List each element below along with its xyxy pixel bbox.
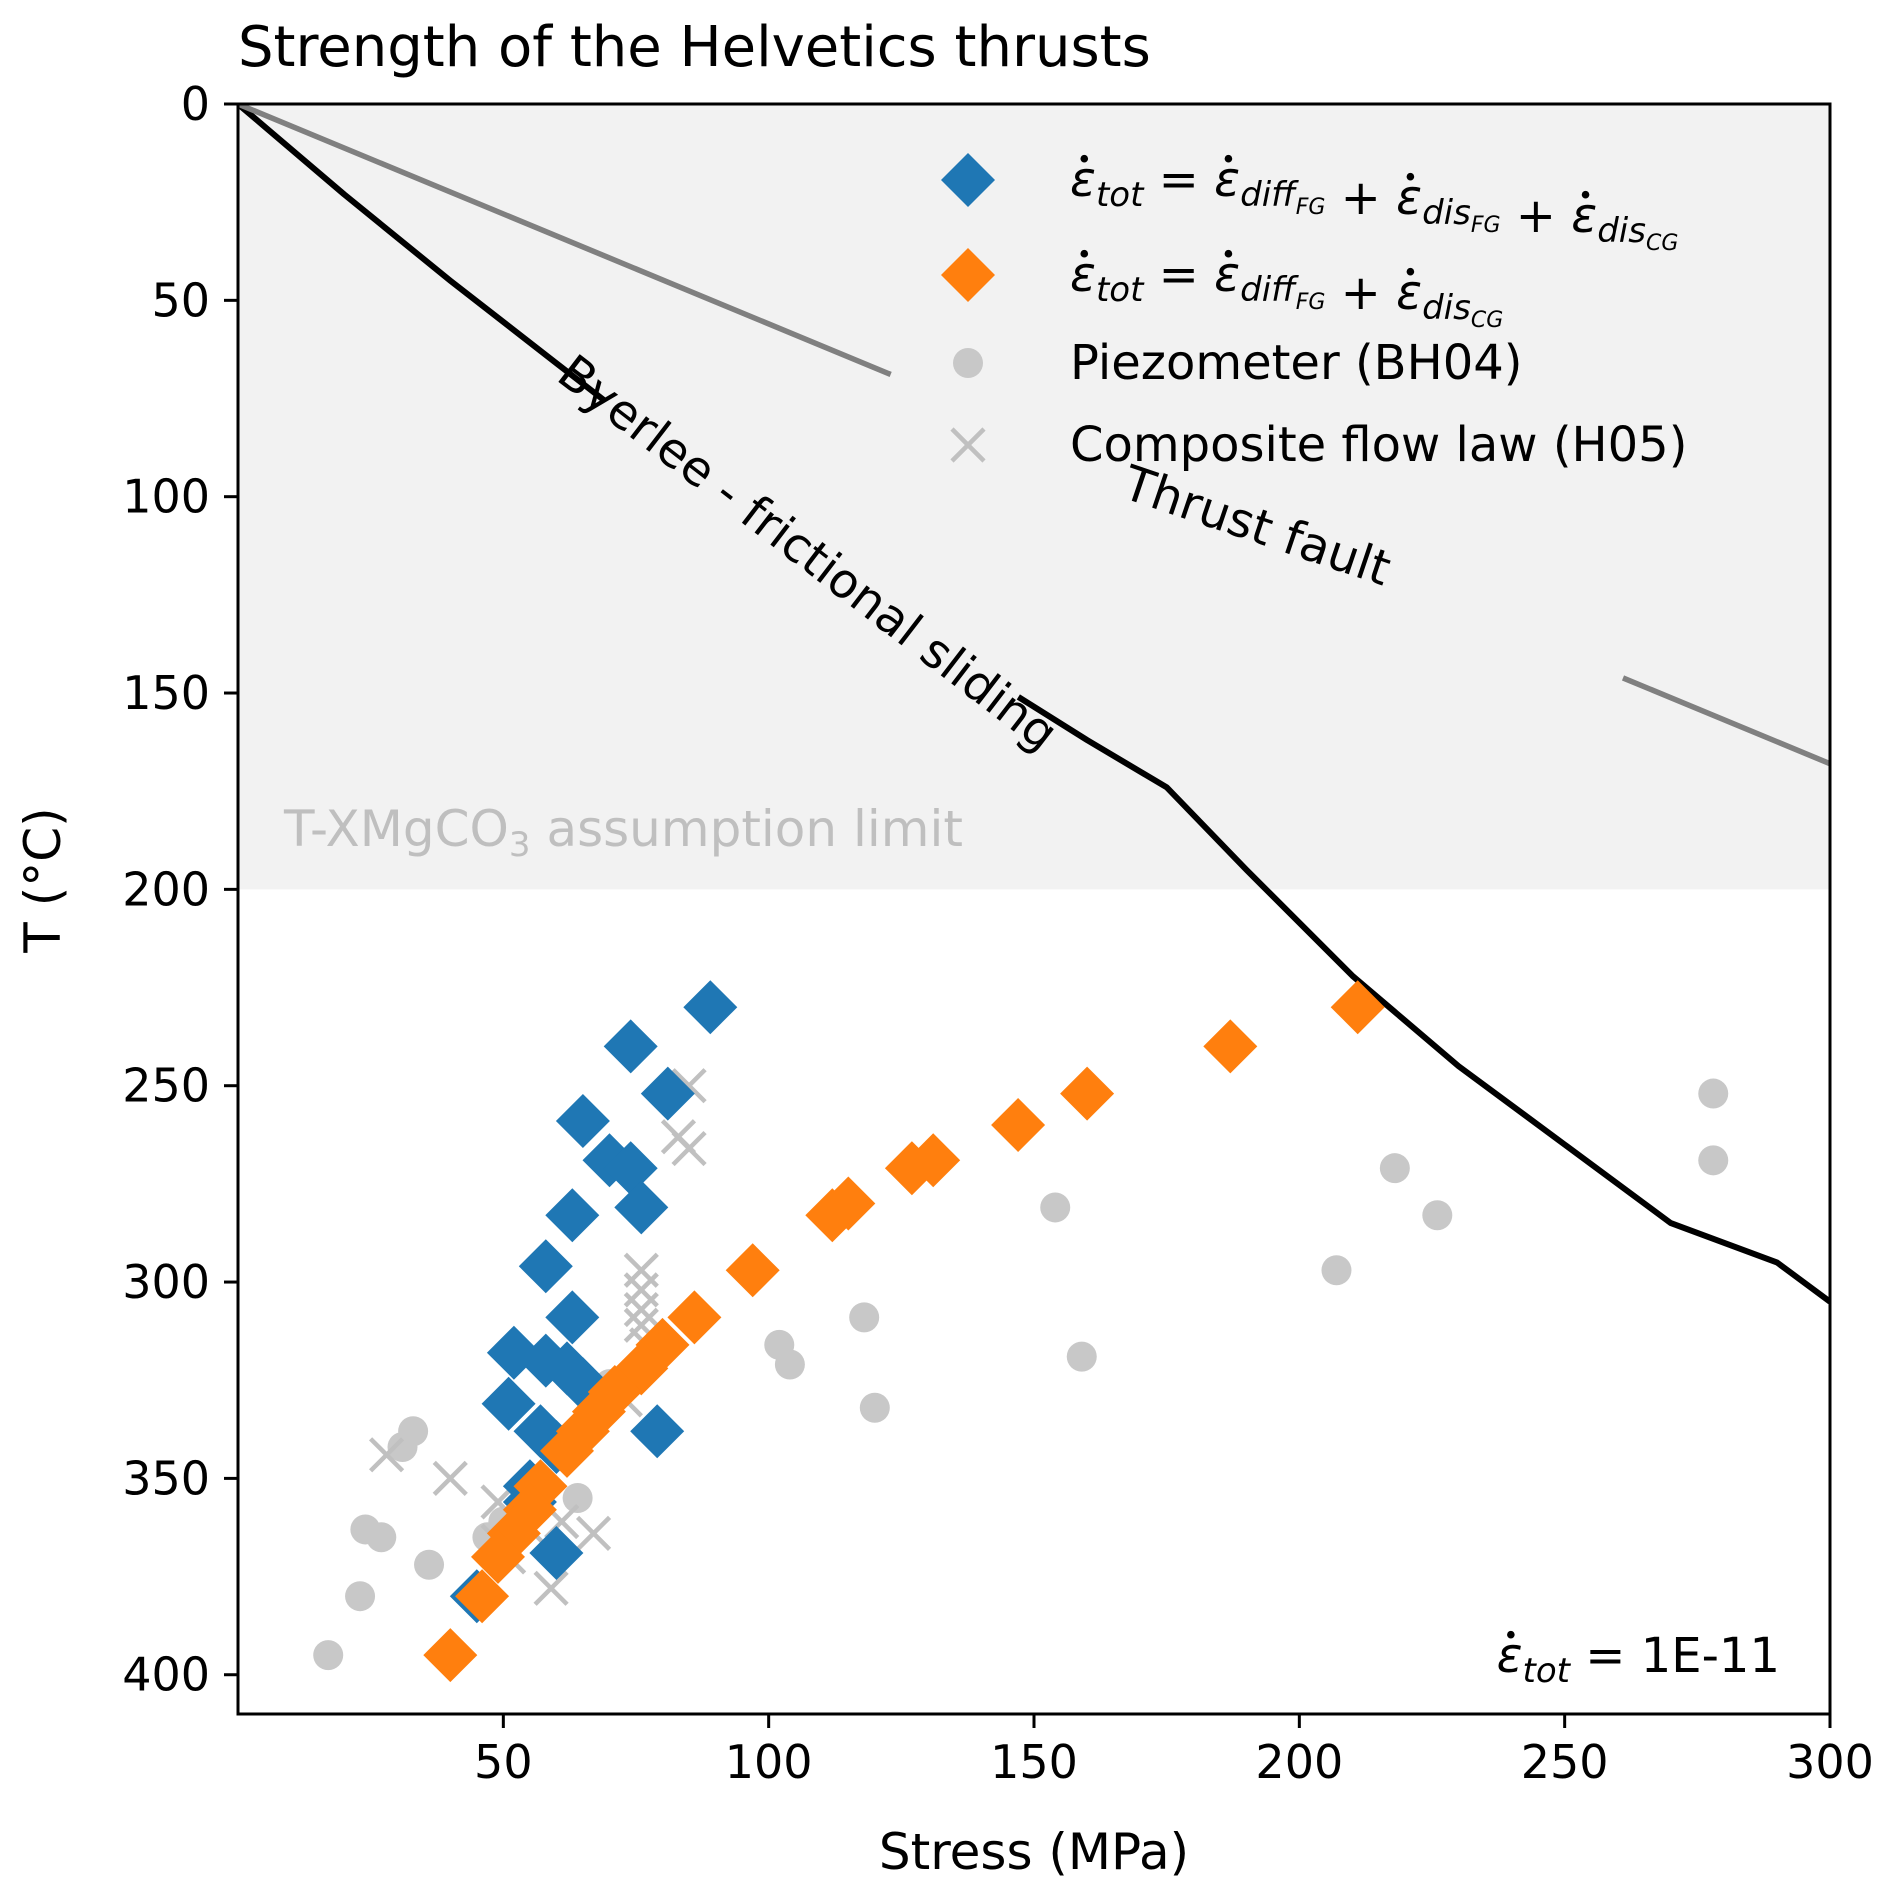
- blue-diamond-point: [603, 1141, 658, 1196]
- strain-rate-annotation: εtot = 1E-11: [1497, 1628, 1780, 1691]
- orange-diamond-point: [725, 1243, 780, 1298]
- piezometer-point: [1321, 1255, 1352, 1286]
- eps-dot: [1224, 249, 1233, 258]
- legend-label-text: εtot = εdiffFG + εdisCG: [1070, 247, 1503, 333]
- y-tick-label: 200: [122, 862, 210, 916]
- labels: Strength of the Helvetics thrusts Stress…: [14, 15, 1189, 1881]
- orange-diamond-point: [1330, 980, 1385, 1035]
- piezometer-point: [1379, 1153, 1410, 1184]
- piezometer-point: [345, 1581, 376, 1612]
- piezometer-point: [1040, 1192, 1071, 1223]
- legend-label: εtot = εdiffFG + εdisCG: [1070, 247, 1503, 333]
- y-tick-label: 0: [181, 77, 210, 131]
- ticks: 50 100 150 200 250 300 0 50 100 150 200 250 300 350 40…: [122, 77, 1874, 1789]
- orange-diamond-point: [906, 1133, 961, 1188]
- eps-dot: [1581, 190, 1590, 199]
- eps-dot: [1507, 1630, 1515, 1639]
- piezometer-point: [1698, 1078, 1729, 1109]
- orange-diamond-point: [991, 1098, 1046, 1152]
- x-tick-label: 150: [990, 1735, 1078, 1789]
- blue-diamond-point: [529, 1526, 584, 1580]
- legend-label-text: Composite flow law (H05): [1070, 417, 1687, 473]
- y-tick-label: 350: [122, 1451, 210, 1505]
- piezometer-point: [1066, 1341, 1097, 1372]
- y-tick-label: 400: [122, 1648, 210, 1702]
- piezometer-point: [562, 1483, 593, 1514]
- shaded-region: T-XMgCO3 assumption limit: [238, 104, 1830, 890]
- piezometer-point: [313, 1640, 344, 1671]
- legend-marker-blue-diamond: [941, 153, 995, 207]
- legend-marker-composite-flow: [950, 427, 986, 463]
- legend-label-text: Piezometer (BH04): [1070, 335, 1523, 391]
- x-tick-label: 50: [474, 1735, 533, 1789]
- composite-flow-point: [671, 1130, 707, 1167]
- composite-flow-point: [575, 1515, 612, 1551]
- legend-marker-piezometer: [953, 348, 983, 378]
- piezometer-point: [414, 1549, 445, 1580]
- y-tick-label: 250: [122, 1059, 210, 1113]
- piezometer-point: [1422, 1200, 1453, 1231]
- y-axis-label: T (°C): [14, 807, 72, 953]
- chart-title: Strength of the Helvetics thrusts: [238, 15, 1151, 80]
- blue-diamond-point: [603, 1019, 658, 1074]
- piezometer-point: [1698, 1145, 1729, 1176]
- x-tick-label: 250: [1521, 1735, 1609, 1789]
- composite-flow-point: [432, 1460, 468, 1496]
- composite-flow-point: [533, 1570, 569, 1606]
- thrust-fault-line: [238, 104, 1830, 767]
- marker-layer: [313, 980, 1729, 1683]
- legend-marker-orange-diamond: [941, 248, 995, 302]
- piezometer-point: [366, 1522, 397, 1553]
- byerlee-line: [238, 104, 1830, 1305]
- blue-diamond-point: [640, 1066, 695, 1121]
- y-tick-label: 300: [122, 1255, 210, 1309]
- x-tick-label: 100: [725, 1735, 813, 1789]
- shaded-region-rect: [238, 104, 1830, 890]
- y-tick-label: 50: [151, 273, 210, 327]
- blue-diamond-point: [545, 1290, 600, 1345]
- piezometer-point: [774, 1349, 805, 1380]
- blue-diamond-point: [545, 1188, 600, 1243]
- blue-diamond-point: [630, 1404, 685, 1459]
- composite-flow-point: [368, 1437, 405, 1473]
- orange-diamond-point: [1203, 1019, 1258, 1074]
- orange-diamond-point: [423, 1628, 478, 1683]
- orange-diamond-point: [1060, 1066, 1115, 1121]
- blue-diamond-point: [481, 1376, 536, 1431]
- y-tick-label: 150: [122, 666, 210, 720]
- piezometer-point: [387, 1431, 418, 1462]
- x-axis-label: Stress (MPa): [879, 1823, 1189, 1881]
- blue-diamond-point: [683, 980, 738, 1035]
- piezometer-point: [849, 1302, 880, 1333]
- orange-diamond-point: [471, 1529, 525, 1584]
- eps-dot: [1080, 154, 1089, 163]
- orange-diamond-point: [540, 1423, 594, 1478]
- orange-diamond-point: [667, 1290, 722, 1345]
- y-tick-label: 100: [122, 470, 210, 524]
- piezometer-point: [859, 1392, 890, 1423]
- x-tick-label: 200: [1255, 1735, 1343, 1789]
- composite-flow-point: [623, 1291, 659, 1328]
- eps-dot: [1406, 172, 1415, 181]
- blue-diamond-point: [555, 1094, 610, 1148]
- eps-dot: [1224, 154, 1233, 163]
- eps-dot: [1406, 267, 1415, 276]
- orange-diamond-point: [805, 1188, 860, 1243]
- x-tick-label: 300: [1786, 1735, 1874, 1789]
- eps-dot: [1080, 249, 1089, 258]
- orange-diamond-point: [486, 1506, 541, 1561]
- shaded-region-label: T-XMgCO3 assumption limit: [283, 800, 963, 865]
- orange-diamond-point: [455, 1569, 510, 1624]
- blue-diamond-point: [518, 1239, 573, 1294]
- blue-diamond-point: [614, 1180, 669, 1235]
- series-orange-diamond: [423, 980, 1385, 1683]
